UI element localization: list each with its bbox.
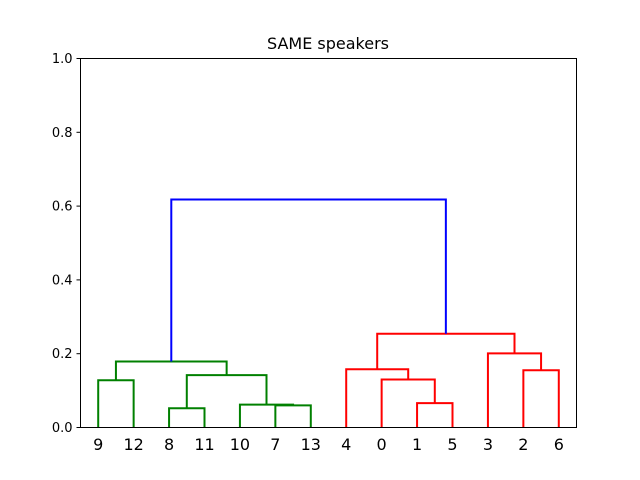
leaf-label: 6 (554, 435, 564, 454)
dendrogram-link (274, 404, 312, 428)
leaf-label: 12 (123, 435, 143, 454)
y-tick-label: 0.8 (52, 126, 73, 141)
dendrogram-link (522, 369, 560, 428)
dendrogram-link (170, 198, 447, 362)
leaf-label: 3 (483, 435, 493, 454)
dendrogram-link (185, 374, 268, 409)
dendrogram-link (486, 352, 543, 428)
leaf-label: 10 (230, 435, 250, 454)
y-tick-label: 0.6 (52, 200, 73, 215)
dendrogram-link (97, 379, 135, 428)
leaf-label: 5 (447, 435, 457, 454)
dendrogram-link (238, 403, 295, 428)
leaf-label: 4 (341, 435, 351, 454)
leaf-label: 11 (194, 435, 214, 454)
y-tick-label: 0.2 (52, 347, 73, 362)
leaf-label: 7 (270, 435, 280, 454)
leaf-label: 8 (164, 435, 174, 454)
leaf-label: 13 (301, 435, 321, 454)
leaf-label: 9 (93, 435, 103, 454)
leaf-label: 2 (518, 435, 528, 454)
dendrogram-link (345, 368, 410, 428)
y-tick-label: 0.0 (52, 421, 73, 436)
leaf-label: 0 (377, 435, 387, 454)
y-tick-label: 0.4 (52, 273, 73, 288)
dendrogram-link (416, 402, 454, 428)
dendrogram-link (376, 332, 516, 370)
leaf-label: 1 (412, 435, 422, 454)
dendrogram-links (97, 198, 560, 428)
dendrogram-link (168, 407, 206, 428)
chart-title: SAME speakers (267, 34, 389, 53)
dendrogram-link (114, 360, 228, 381)
y-tick-label: 1.0 (52, 52, 73, 67)
x-axis-leaf-labels: 9 12 8 11 10 7 13 4 0 1 5 3 2 6 (93, 435, 564, 454)
y-axis: 0.0 0.2 0.4 0.6 0.8 1.0 (52, 52, 81, 436)
plot-frame (80, 58, 577, 428)
